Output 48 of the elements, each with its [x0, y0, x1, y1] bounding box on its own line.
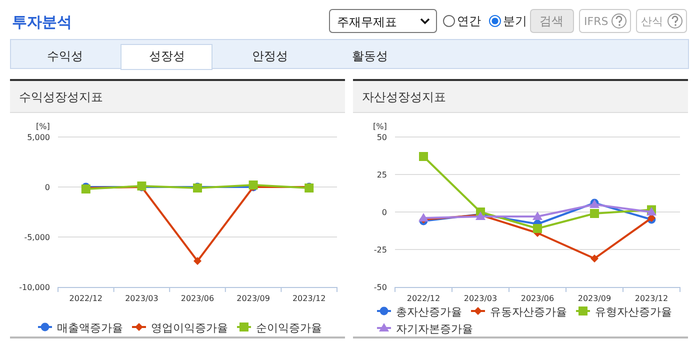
legend-label: 자기자본증가율 — [396, 322, 473, 336]
x-tick-label: 2023/09 — [578, 294, 612, 303]
x-tick-label: 2023/03 — [464, 294, 498, 303]
point — [590, 254, 598, 262]
text: 투자분석 — [12, 13, 72, 31]
x-tick-label: 2023/06 — [520, 294, 554, 303]
x-tick-label: 2023/06 — [180, 294, 214, 303]
legend-label: 유동자산증가율 — [490, 306, 567, 318]
y-axis-title: [%] — [36, 122, 50, 131]
text: 검색 — [540, 14, 564, 28]
text: 활동성 — [352, 49, 388, 63]
legend-label: 영업이익증가율 — [151, 322, 228, 334]
y-tick-label: -5,000 — [24, 233, 50, 242]
point — [590, 209, 599, 218]
legend-label: 매출액증가율 — [57, 322, 123, 334]
y-tick-label: 25 — [376, 170, 387, 180]
y-tick-label: -25 — [374, 246, 387, 254]
legend-label: 유형자산증가율 — [595, 306, 672, 318]
text: 성장성 — [149, 49, 185, 63]
x-tick-label: 2023/12 — [634, 294, 668, 303]
point — [418, 213, 428, 222]
y-tick-label: -10,000 — [19, 283, 50, 292]
y-tick-label: -50 — [374, 283, 387, 292]
x-tick-label: 2023/03 — [125, 294, 158, 303]
point — [532, 212, 542, 220]
chart-title: 수익성장성지표 — [19, 90, 103, 104]
y-tick-label: 0 — [44, 183, 50, 192]
legend-label: 총자산증가율 — [396, 306, 462, 318]
x-tick-label: 2022/12 — [406, 294, 440, 303]
x-tick-label: 2022/12 — [69, 294, 103, 303]
x-tick-label: 2023/12 — [292, 294, 326, 303]
legend-label: 순이익증가율 — [256, 322, 322, 334]
text: 산식 — [641, 15, 663, 28]
point — [419, 152, 428, 161]
text: 분기 — [503, 14, 527, 28]
point — [194, 257, 202, 265]
y-tick-label: 50 — [376, 133, 387, 142]
text: 수익성 — [47, 49, 83, 63]
text: 주재무제표 — [337, 15, 397, 29]
y-tick-label: 5,000 — [27, 133, 50, 142]
y-tick-label: 0 — [382, 208, 387, 217]
text: IFRS — [584, 15, 608, 28]
point — [533, 224, 542, 233]
text: 안정성 — [252, 49, 288, 63]
chart-title: 자산성장성지표 — [362, 90, 446, 104]
text: 연간 — [457, 14, 481, 28]
x-tick-label: 2023/09 — [236, 294, 270, 303]
y-axis-title: [%] — [373, 122, 387, 131]
